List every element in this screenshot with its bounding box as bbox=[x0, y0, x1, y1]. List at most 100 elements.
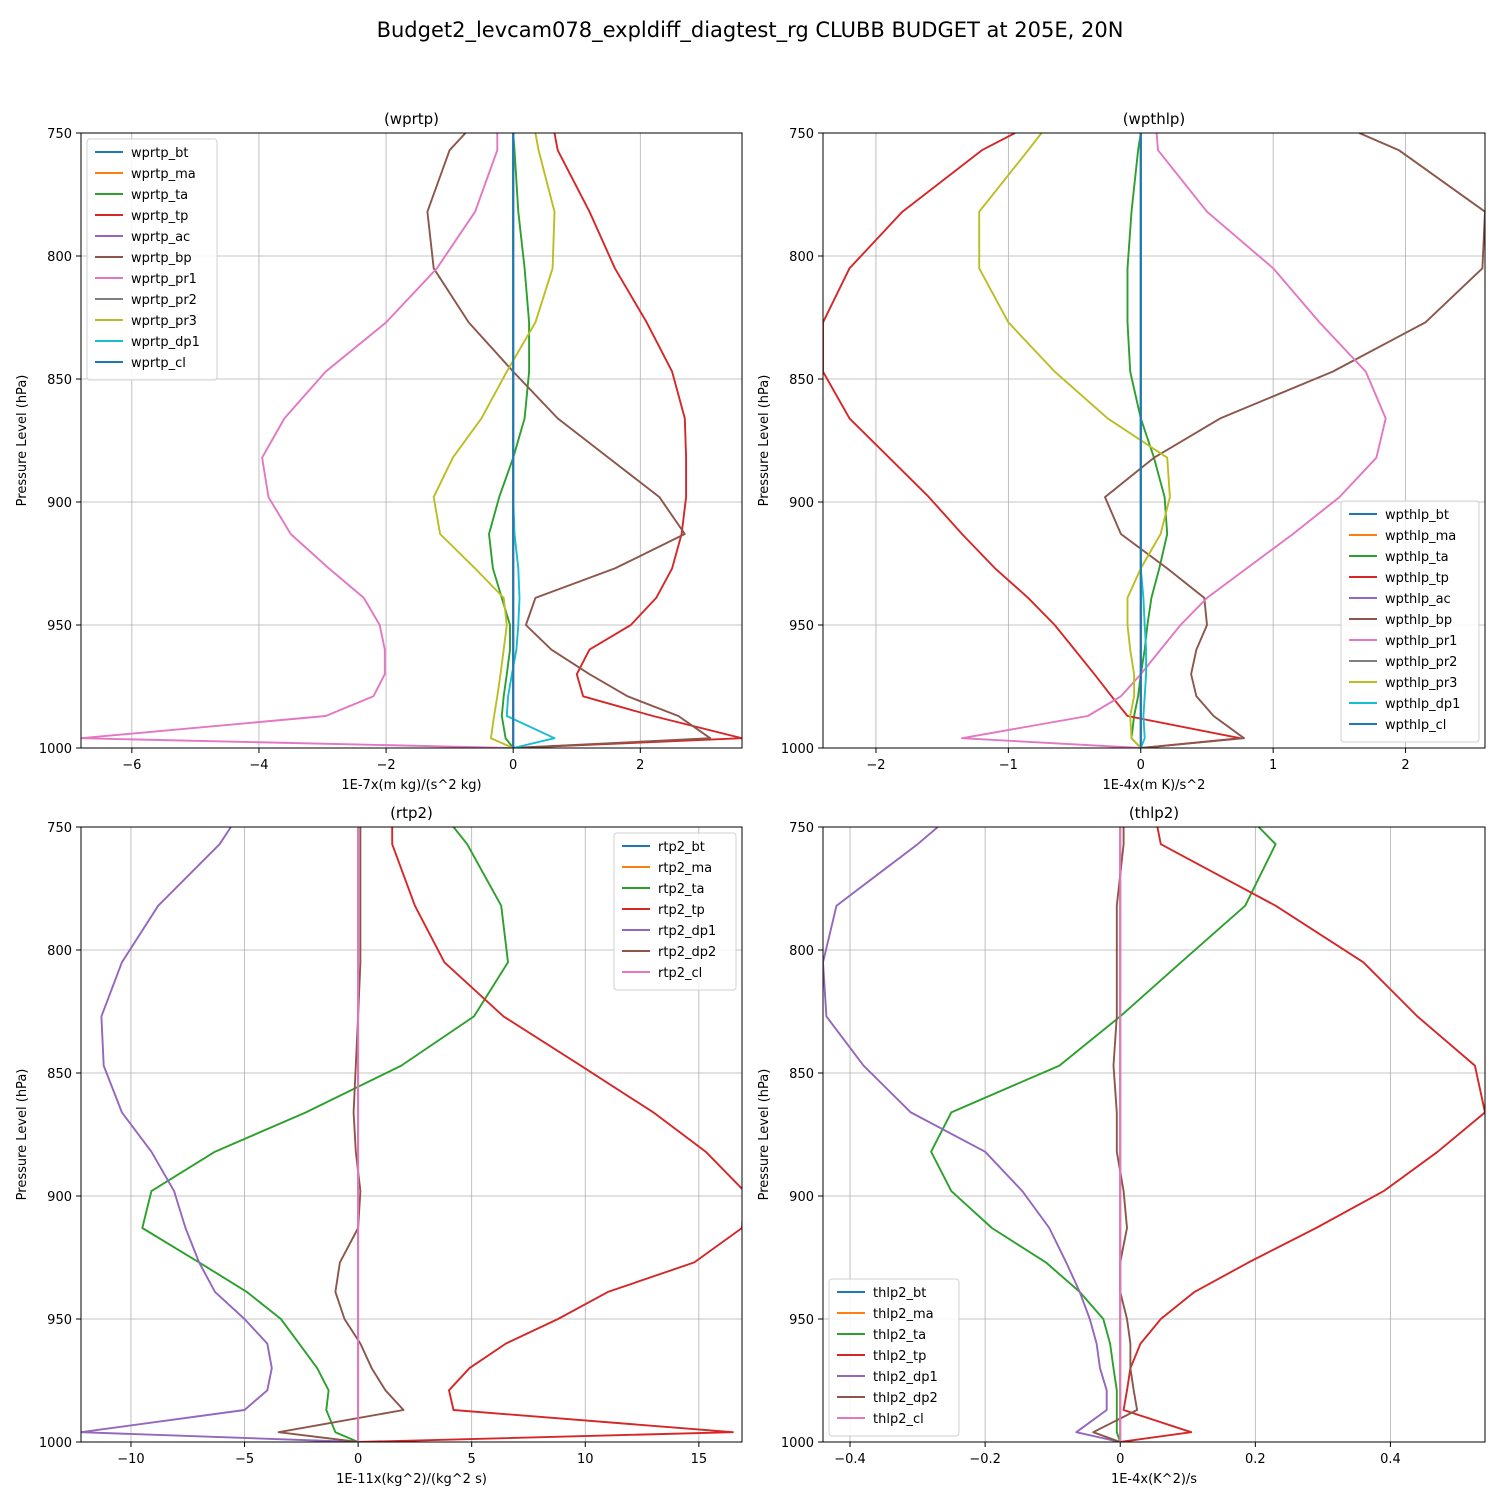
legend: wpthlp_bt wpthlp_ma wpthlp_ta wpthlp_tpwpth… bbox=[1340, 500, 1480, 743]
x-tick-label: −5 bbox=[235, 1452, 254, 1467]
legend-entry: thlp2_ma bbox=[873, 1307, 934, 1322]
panel-title: (wprtp) bbox=[384, 110, 439, 128]
x-tick-label: −2 bbox=[376, 758, 395, 773]
panel-title: (wpthlp) bbox=[1123, 110, 1186, 128]
legend-entry: rtp2_ma bbox=[658, 861, 712, 876]
legend-entry: thlp2_dp1 bbox=[873, 1370, 938, 1385]
y-tick-label: 1000 bbox=[39, 1436, 72, 1451]
x-tick-label: −0.4 bbox=[834, 1452, 866, 1467]
y-tick-label: 1000 bbox=[39, 742, 72, 757]
x-tick-label: −1 bbox=[999, 758, 1018, 773]
x-tick-label: −2 bbox=[866, 758, 885, 773]
x-tick-label: 2 bbox=[636, 758, 644, 773]
y-tick-label: 800 bbox=[789, 944, 814, 959]
y-tick-label: 900 bbox=[47, 496, 72, 511]
y-tick-label: 900 bbox=[47, 1190, 72, 1205]
x-axis-label: 1E-7x(m kg)/(s^2 kg) bbox=[341, 778, 481, 793]
series-line-wpthlp_pr3 bbox=[978, 133, 1171, 748]
y-tick-label: 800 bbox=[47, 250, 72, 265]
series-line-wpthlp_ta bbox=[1126, 133, 1169, 748]
legend-entry: wprtp_tp bbox=[131, 209, 188, 224]
legend-entry: rtp2_ta bbox=[658, 882, 705, 897]
series-line-wpthlp_pr1 bbox=[961, 133, 1387, 748]
series-line-wpthlp_bp bbox=[1104, 133, 1485, 748]
x-tick-label: 2 bbox=[1401, 758, 1409, 773]
legend-entry: wprtp_pr3 bbox=[131, 314, 197, 329]
y-axis-label: Pressure Level (hPa) bbox=[15, 1069, 30, 1201]
legend-entry: rtp2_bt bbox=[658, 840, 705, 855]
x-tick-label: 1 bbox=[1269, 758, 1277, 773]
legend-entry: wprtp_dp1 bbox=[131, 335, 200, 350]
series-group bbox=[823, 827, 1485, 1442]
legend-entry: wprtp_cl bbox=[131, 356, 186, 371]
legend-entry: rtp2_cl bbox=[658, 966, 702, 981]
y-tick-label: 800 bbox=[47, 944, 72, 959]
legend-entry: wpthlp_pr3 bbox=[1385, 676, 1457, 691]
y-tick-label: 750 bbox=[47, 127, 72, 142]
y-axis-label: Pressure Level (hPa) bbox=[757, 375, 772, 507]
y-tick-label: 900 bbox=[789, 1190, 814, 1205]
legend-entry: wpthlp_pr1 bbox=[1385, 634, 1457, 649]
series-line-wprtp_ta bbox=[488, 133, 531, 748]
y-tick-label: 850 bbox=[789, 373, 814, 388]
x-tick-label: 5 bbox=[468, 1452, 476, 1467]
panel-title: (rtp2) bbox=[390, 804, 433, 822]
y-tick-label: 750 bbox=[47, 821, 72, 836]
legend-entry: wpthlp_bp bbox=[1385, 613, 1452, 628]
x-axis-label: 1E-11x(kg^2)/(kg^2 s) bbox=[336, 1472, 487, 1487]
legend-entry: rtp2_dp2 bbox=[658, 945, 716, 960]
chart-panel: −10 −5 0 5 10 15 750 800 850 900 950 1000 (rtp2) 1E-1… bbox=[15, 804, 743, 1487]
y-tick-label: 750 bbox=[789, 821, 814, 836]
legend-entry: wprtp_pr2 bbox=[131, 293, 197, 308]
x-tick-label: 10 bbox=[577, 1452, 594, 1467]
series-line-wprtp_bp bbox=[426, 133, 712, 748]
x-tick-label: 0 bbox=[1137, 758, 1145, 773]
y-axis-label: Pressure Level (hPa) bbox=[757, 1069, 772, 1201]
axes-frame bbox=[80, 132, 743, 749]
y-tick-label: 950 bbox=[789, 619, 814, 634]
legend-entry: thlp2_ta bbox=[873, 1328, 926, 1343]
series-line-thlp2_ta bbox=[930, 827, 1277, 1442]
y-tick-label: 850 bbox=[789, 1067, 814, 1082]
legend-entry: wpthlp_ta bbox=[1385, 550, 1449, 565]
y-tick-label: 900 bbox=[789, 496, 814, 511]
legend-entry: thlp2_bt bbox=[873, 1286, 926, 1301]
x-tick-label: −0.2 bbox=[969, 1452, 1001, 1467]
legend-entry: thlp2_cl bbox=[873, 1412, 924, 1427]
legend-entry: wprtp_ma bbox=[131, 167, 196, 182]
legend-entry: wprtp_bt bbox=[131, 146, 188, 161]
y-axis-label: Pressure Level (hPa) bbox=[15, 375, 30, 507]
y-tick-label: 750 bbox=[789, 127, 814, 142]
x-tick-label: −10 bbox=[117, 1452, 144, 1467]
x-tick-label: 0 bbox=[354, 1452, 362, 1467]
legend-entry: wpthlp_tp bbox=[1385, 571, 1449, 586]
series-line-wprtp_pr3 bbox=[432, 133, 556, 748]
legend-entry: wpthlp_cl bbox=[1385, 718, 1446, 733]
x-tick-label: 15 bbox=[691, 1452, 708, 1467]
series-line-thlp2_dp2 bbox=[1092, 827, 1139, 1442]
x-tick-label: −6 bbox=[122, 758, 141, 773]
legend-entry: wprtp_bp bbox=[131, 251, 192, 266]
axes-frame bbox=[822, 826, 1486, 1443]
chart-panel: −2 −1 0 1 2 750 800 850 900 950 1000 (wpthlp) 1E-4x(… bbox=[757, 110, 1486, 793]
y-tick-label: 950 bbox=[47, 619, 72, 634]
series-line-rtp2_ta bbox=[141, 827, 509, 1442]
chart-panel: −6 −4 −2 0 2 750 800 850 900 950 1000 (wprtp) 1E-7x(… bbox=[15, 110, 743, 793]
series-group bbox=[823, 133, 1485, 748]
series-line-wpthlp_tp bbox=[823, 133, 1242, 748]
x-tick-label: 0 bbox=[509, 758, 517, 773]
figure-title: Budget2_levcam078_expldiff_diagtest_rg C… bbox=[377, 18, 1124, 43]
legend-entry: rtp2_dp1 bbox=[658, 924, 716, 939]
x-tick-label: −4 bbox=[249, 758, 268, 773]
series-line-rtp2_dp1 bbox=[81, 827, 359, 1442]
y-tick-label: 850 bbox=[47, 1067, 72, 1082]
series-line-wprtp_pr1 bbox=[81, 133, 514, 748]
axes-frame bbox=[80, 826, 743, 1443]
legend-entry: wpthlp_bt bbox=[1385, 508, 1449, 523]
legend: rtp2_bt rtp2_ma rtp2_ta rtp2_tp rtp2_dp1 rtp2… bbox=[613, 832, 737, 991]
y-tick-label: 850 bbox=[47, 373, 72, 388]
x-tick-label: 0.4 bbox=[1380, 1452, 1401, 1467]
series-group bbox=[81, 827, 742, 1442]
